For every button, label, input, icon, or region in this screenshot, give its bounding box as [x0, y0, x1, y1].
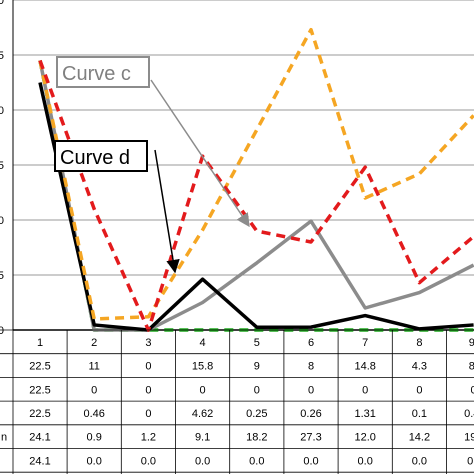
table-cell: 0.0 [303, 455, 318, 467]
table-cell: 24.1 [29, 455, 50, 467]
table-cell: 0.4( [464, 408, 474, 420]
table-cell: 15.8 [192, 361, 213, 373]
table-cell: 14.2 [409, 432, 430, 444]
series-line [38, 59, 474, 332]
table-cell: 24.1 [29, 432, 50, 444]
table-cell: 0 [308, 384, 314, 396]
annotations: Curve c Curve d [54, 56, 250, 274]
x-tick-label: 9( [469, 337, 474, 349]
table-cell: 0.26 [300, 408, 321, 420]
x-tick-label: 4 [200, 337, 206, 349]
table-cell: 11 [88, 361, 99, 373]
table-cell: 1.2 [141, 432, 156, 444]
table-cell: 22.5 [29, 361, 50, 373]
table-cell: 0.0 [412, 455, 427, 467]
table-cell: 0.1 [412, 408, 427, 420]
table-cell: 0 [145, 361, 151, 373]
table-cell: 0.9 [87, 432, 102, 444]
y-tick-label: 0 [0, 325, 4, 337]
y-tick-label: 0 [0, 0, 4, 7]
table-cell: 4.3 [412, 361, 427, 373]
series-line [38, 60, 474, 332]
y-tick-label: 0 [0, 105, 4, 117]
table-cell: 8 [308, 361, 314, 373]
callout-box [54, 140, 148, 172]
callout-label: Curve c [62, 63, 131, 85]
table-cell: 0 [145, 384, 151, 396]
table-cell: 0.( [467, 455, 474, 467]
y-tick-label: 5 [0, 50, 4, 62]
table-cell: 18.2 [246, 432, 267, 444]
x-tick-label: 3 [145, 337, 151, 349]
table-cell: 0.0 [249, 455, 264, 467]
y-tick-label: 5 [0, 270, 4, 282]
table-row-label: n [1, 432, 7, 444]
callout-label: Curve d [60, 147, 130, 169]
table-cell: 12.0 [354, 432, 375, 444]
table-cell: 4.62 [192, 408, 213, 420]
table-cell: 14.8 [354, 361, 375, 373]
table-cell: 1.31 [354, 408, 375, 420]
table-cell: 0.0 [195, 455, 210, 467]
x-tick-label: 5 [254, 337, 260, 349]
table-cell: 0 [91, 384, 97, 396]
table-cell: 0.0 [141, 455, 156, 467]
table-cell: 0 [200, 384, 206, 396]
series-line [38, 60, 474, 332]
callout-arrow [154, 149, 180, 274]
table-cell: 9.1 [195, 432, 210, 444]
table-cell: 22.5 [29, 408, 50, 420]
x-tick-label: 8 [416, 337, 422, 349]
table-cell: 0.0 [358, 455, 373, 467]
data-table: 123456789(nn22.511015.89814.84.38(22.500… [0, 329, 474, 474]
x-tick-label: 2 [91, 337, 97, 349]
y-tick-label: 0 [0, 215, 4, 227]
table-cell: 22.5 [29, 384, 50, 396]
callout-box [56, 56, 150, 88]
y-tick-label: 5 [0, 160, 4, 172]
table-cell: 0 [471, 384, 474, 396]
x-tick-label: 1 [37, 337, 43, 349]
table-cell: 0 [145, 408, 151, 420]
series-line [38, 82, 474, 332]
table-cell: 9 [254, 361, 260, 373]
table-cell: 0.25 [246, 408, 267, 420]
table-cell: 8( [469, 361, 474, 373]
table-cell: 0.0 [87, 455, 102, 467]
table-cell: 0 [254, 384, 260, 396]
callout-arrow [150, 79, 250, 228]
table-cell: 19.( [464, 432, 474, 444]
x-tick-label: 6 [308, 337, 314, 349]
table-cell: 0 [416, 384, 422, 396]
x-tick-label: 7 [362, 337, 368, 349]
table-cell: 27.3 [300, 432, 321, 444]
table-cell: 0.46 [83, 408, 104, 420]
table-cell: 0 [362, 384, 368, 396]
y-tick-labels: 0 5 0 5 0 5 0 [0, 0, 4, 337]
